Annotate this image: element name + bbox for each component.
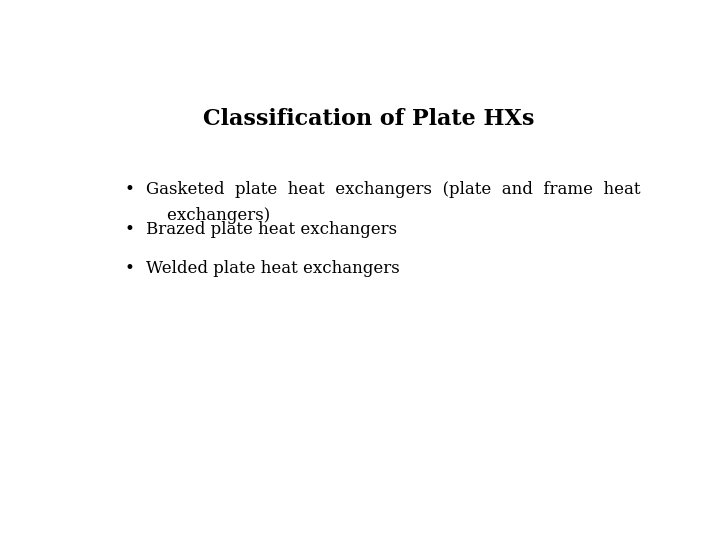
Text: Welded plate heat exchangers: Welded plate heat exchangers — [145, 260, 400, 277]
Text: Brazed plate heat exchangers: Brazed plate heat exchangers — [145, 221, 397, 238]
Text: Classification of Plate HXs: Classification of Plate HXs — [203, 109, 535, 131]
Text: exchangers): exchangers) — [145, 207, 270, 224]
Text: •: • — [124, 181, 134, 198]
Text: •: • — [124, 221, 134, 238]
Text: Gasketed  plate  heat  exchangers  (plate  and  frame  heat: Gasketed plate heat exchangers (plate an… — [145, 181, 640, 198]
Text: •: • — [124, 260, 134, 277]
